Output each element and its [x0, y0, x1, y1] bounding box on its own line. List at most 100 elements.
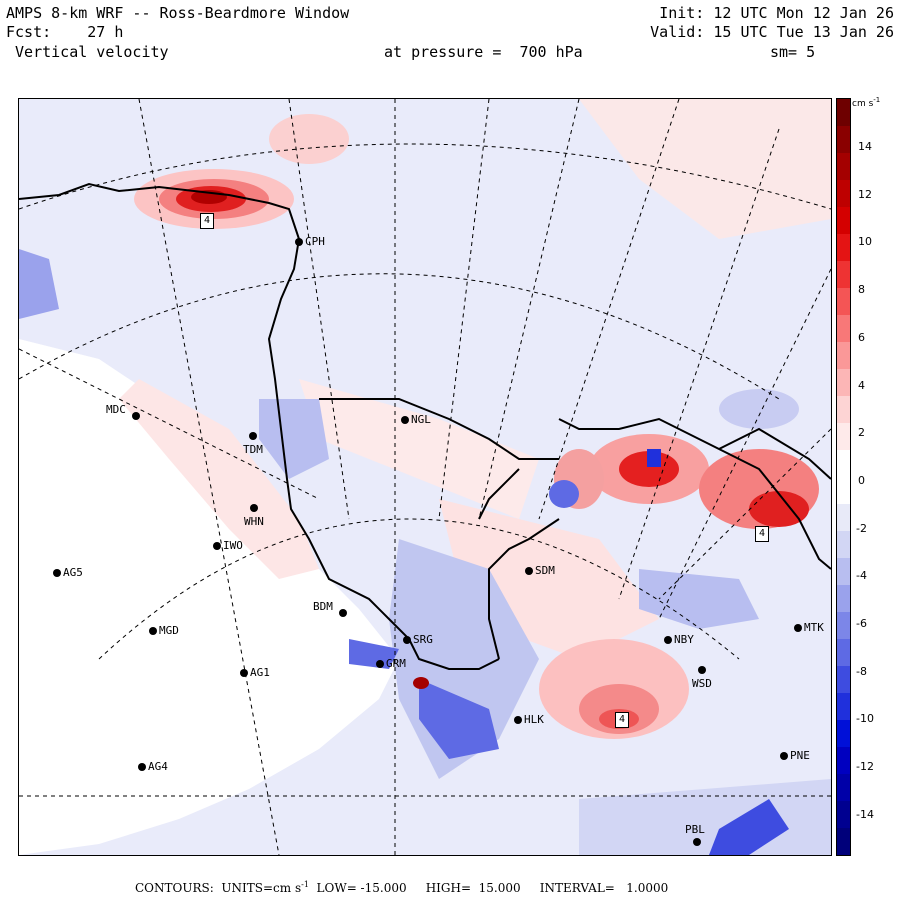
station-label: NBY: [674, 633, 694, 646]
colorbar-cell: [837, 396, 850, 423]
colorbar-tick-label: 8: [858, 283, 865, 297]
station-label: IWO: [223, 539, 243, 552]
colorbar-tick-label: -12: [856, 760, 874, 774]
station-label: PNE: [790, 749, 810, 762]
station-label: WHN: [244, 515, 264, 528]
vertical-velocity-field: [19, 99, 831, 855]
contour-info: CONTOURS: UNITS=cm s-1 LOW= -15.000 HIGH…: [135, 880, 668, 895]
station-marker: [295, 238, 303, 246]
station-label: SRG: [413, 633, 433, 646]
colorbar-cell: [837, 126, 850, 153]
colorbar-tick-label: 6: [858, 330, 865, 344]
colorbar-cell: [837, 801, 850, 828]
station-marker: [250, 504, 258, 512]
colorbar-cell: [837, 99, 850, 126]
colorbar-units: cm s-1: [852, 96, 880, 109]
footer-units: CONTOURS: UNITS=cm s: [135, 881, 302, 895]
colorbar-units-exp: -1: [873, 96, 881, 104]
station-label: AG1: [250, 666, 270, 679]
station-marker: [664, 636, 672, 644]
colorbar-tick-label: -4: [856, 569, 867, 583]
colorbar-cell: [837, 612, 850, 639]
colorbar-tick-label: 4: [858, 378, 865, 392]
max-contour-label: 4: [615, 712, 629, 728]
max-contour-label: 4: [200, 213, 214, 229]
station-marker: [693, 838, 701, 846]
colorbar-tick-label: 12: [858, 187, 872, 201]
colorbar-cell: [837, 288, 850, 315]
footer-high: HIGH= 15.000: [425, 881, 521, 895]
forecast-hour: Fcst: 27 h: [6, 23, 124, 41]
colorbar-tick-label: -10: [856, 712, 874, 726]
station-marker: [794, 624, 802, 632]
colorbar-tick-label: 14: [858, 140, 872, 153]
station-marker: [401, 416, 409, 424]
colorbar-cell: [837, 774, 850, 801]
colorbar-tick-label: -8: [856, 664, 867, 678]
footer-units-exp: -1: [301, 880, 309, 889]
colorbar-cell: [837, 693, 850, 720]
colorbar-cell: [837, 423, 850, 450]
colorbar-tick-label: -6: [856, 617, 867, 630]
station-label: MTK: [804, 621, 824, 634]
station-label: AG5: [63, 566, 83, 579]
station-marker: [403, 636, 411, 644]
colorbar-cell: [837, 639, 850, 666]
colorbar-cell: [837, 342, 850, 369]
colorbar-tick-label: 0: [858, 473, 865, 487]
footer-interval: INTERVAL= 1.0000: [539, 881, 669, 895]
max-contour-label: 4: [755, 526, 769, 542]
station-label: WSD: [692, 677, 712, 690]
colorbar-cell: [837, 315, 850, 342]
colorbar-cell: [837, 153, 850, 180]
station-marker: [339, 609, 347, 617]
colorbar-cell: [837, 828, 850, 855]
smoothing-value: sm= 5: [770, 43, 816, 61]
colorbar-cell: [837, 504, 850, 531]
station-marker: [138, 763, 146, 771]
station-label: AG4: [148, 760, 168, 773]
station-marker: [249, 432, 257, 440]
station-marker: [376, 660, 384, 668]
colorbar-tick-label: -2: [856, 521, 867, 535]
colorbar-cell: [837, 180, 850, 207]
station-label: TDM: [243, 443, 263, 456]
colorbar-cell: [837, 261, 850, 288]
station-marker: [240, 669, 248, 677]
valid-time: Valid: 15 UTC Tue 13 Jan 26: [650, 23, 894, 41]
station-label: MDC: [106, 403, 126, 416]
station-marker: [149, 627, 157, 635]
station-label: GRM: [386, 657, 406, 670]
colorbar-tick-label: 2: [858, 426, 865, 440]
colorbar-cell: [837, 720, 850, 747]
init-time: Init: 12 UTC Mon 12 Jan 26: [659, 4, 894, 22]
colorbar-cell: [837, 207, 850, 234]
colorbar-cell: [837, 585, 850, 612]
field-name: Vertical velocity: [6, 43, 169, 61]
station-label: PBL: [685, 823, 705, 836]
station-label: CPH: [305, 235, 325, 248]
colorbar-tick-label: 10: [858, 235, 872, 249]
colorbar-cell: [837, 234, 850, 261]
color-bar: [836, 98, 851, 856]
station-marker: [213, 542, 221, 550]
station-label: HLK: [524, 713, 544, 726]
station-marker: [514, 716, 522, 724]
station-marker: [698, 666, 706, 674]
colorbar-tick-label: -14: [856, 807, 874, 821]
colorbar-cell: [837, 369, 850, 396]
station-marker: [780, 752, 788, 760]
colorbar-cell: [837, 477, 850, 504]
colorbar-cell: [837, 558, 850, 585]
map-title: AMPS 8-km WRF -- Ross-Beardmore Window: [6, 4, 350, 22]
pressure-level: at pressure = 700 hPa: [384, 43, 583, 61]
map-panel: 4 4 4: [18, 98, 832, 856]
colorbar-cell: [837, 531, 850, 558]
station-label: SDM: [535, 564, 555, 577]
station-label: NGL: [411, 413, 431, 426]
colorbar-cell: [837, 450, 850, 477]
station-marker: [53, 569, 61, 577]
colorbar-units-text: cm s: [852, 99, 874, 109]
station-label: MGD: [159, 624, 179, 637]
footer-low: LOW= -15.000: [316, 881, 407, 895]
